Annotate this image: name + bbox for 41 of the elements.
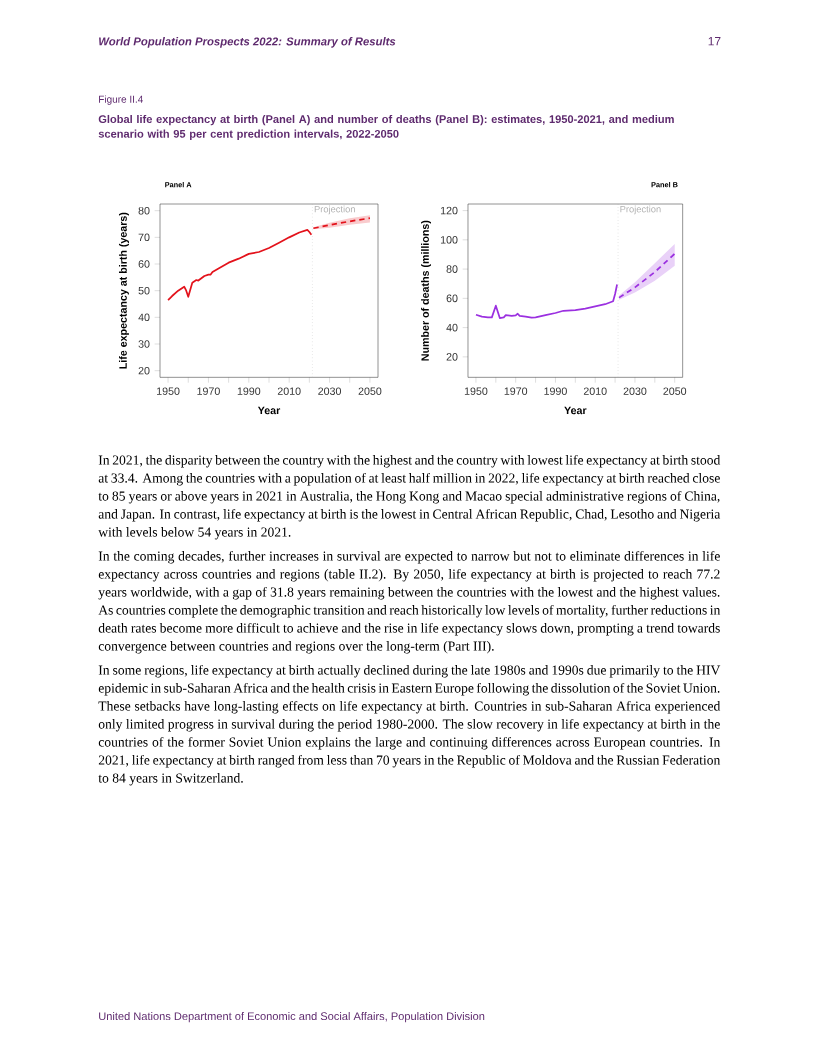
x-tick-label: 1950 [464, 387, 488, 395]
text: 17 [708, 37, 721, 46]
x-tick-label: 2050 [663, 387, 687, 395]
y-axis-title: Life expectancy at birth (years) [118, 212, 129, 369]
text: World Population Prospects 2022: Summary of Results [99, 37, 396, 48]
y-tick-label: 80 [446, 265, 458, 273]
y-tick-label: 50 [138, 286, 150, 295]
ref-line-label: Projection [314, 205, 355, 215]
y-axis-title: Number of deaths (millions) [421, 220, 432, 361]
x-tick-label: 2030 [318, 387, 341, 395]
y-tick-label: 30 [138, 340, 150, 348]
y-tick-label: 20 [138, 366, 150, 375]
y-tick-label: 40 [138, 313, 150, 322]
text: Figure II.4 [99, 95, 143, 105]
x-axis-title: Year [564, 406, 587, 415]
text: United Nations Department of Economic and Social Affairs, Population Division [99, 1012, 485, 1023]
line-series [167, 229, 313, 301]
x-tick-label: 1990 [544, 387, 567, 395]
text: In some regions, life expectancy at birth actually declined during the late 1980s and 1990s due primarily to the HIV epidemic in sub-Saharan Africa and the health crisis in Eastern Europe following the dissolution of the Soviet Union. These setbacks have long-lasting effects on life expectancy at birth. Countries in sub-Saharan Africa experienced only limited progress in survival during the period 1980-2000. The slow recovery in life expectancy at birth in the countries of the former Soviet Union explains the large and continuing differences across European countries. In 2021, life expectancy at birth ranged from less than 70 years in the Republic of Moldova and the Russian Federation to 84 years in Switzerland. [98, 664, 721, 786]
x-axis-title: Year [257, 406, 281, 415]
y-tick-label: 70 [138, 233, 150, 242]
text: In 2021, the disparity between the country with the highest and the country with lowest life expectancy at birth stood at 33.4. Among the countries with a population of at least half million in 2022, life expectancy at birth reached close to 85 years or above years in 2021 in Australia, the Hong Kong and Macao special administrative regions of China, and Japan. In contrast, life expectancy at birth is the lowest in Central African Republic, Chad, Lesotho and Nigeria with levels below 54 years in 2021. [98, 454, 721, 540]
ref-line-label: Projection [620, 205, 661, 215]
y-tick-label: 80 [138, 206, 150, 215]
text: Global life expectancy at birth (Panel A) and number of deaths (Panel B): estimates, 1950-2021, and medium scenario with 95 per cent prediction intervals, 2022-2050 [98, 114, 674, 140]
y-tick-label: 20 [446, 353, 458, 361]
line-series [618, 252, 676, 299]
y-tick-label: 100 [440, 236, 458, 244]
x-tick-label: 1990 [237, 387, 261, 395]
x-tick-label: 2050 [358, 387, 382, 395]
x-tick-label: 2010 [277, 387, 301, 395]
x-tick-label: 2010 [583, 387, 607, 395]
text: In the coming decades, further increases in survival are expected to narrow but not to eliminate differences in life expectancy across countries and regions (table II.2). By 2050, life expectancy at birth is projected to reach 77.2 years worldwide, with a gap of 31.8 years remaining between the countries with the lowest and the highest values. As countries complete the demographic transition and reach historically low levels of mortality, further reductions in death rates become more difficult to achieve and the rise in life expectancy slows down, prompting a trend towards convergence between countries and regions over the long-term (Part III). [98, 550, 721, 654]
y-tick-label: 120 [440, 206, 458, 215]
x-tick-label: 2030 [623, 387, 647, 395]
y-tick-label: 40 [446, 323, 458, 332]
x-tick-label: 1970 [504, 387, 528, 395]
y-tick-label: 60 [446, 294, 458, 303]
y-tick-label: 60 [138, 260, 150, 268]
x-tick-label: 1950 [157, 387, 180, 395]
x-tick-label: 1970 [197, 387, 220, 395]
